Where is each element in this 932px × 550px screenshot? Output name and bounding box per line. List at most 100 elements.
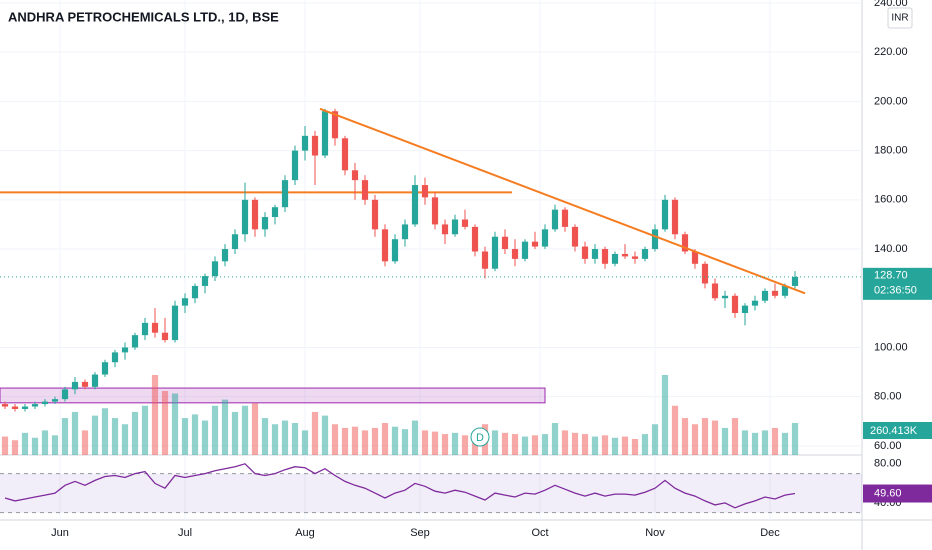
candle-body xyxy=(241,199,249,235)
volume-bar xyxy=(261,418,269,455)
volume-bar xyxy=(561,430,569,455)
y-tick-label: 160.00 xyxy=(874,194,908,206)
volume-bar xyxy=(281,420,289,455)
candle-body xyxy=(581,246,589,259)
candle-body xyxy=(661,199,669,230)
volume-bar xyxy=(771,427,779,455)
volume-bar xyxy=(101,408,109,455)
volume-bar xyxy=(791,422,799,455)
volume-bar xyxy=(11,440,19,455)
candle-body xyxy=(681,234,689,252)
volume-label-box xyxy=(863,422,932,439)
volume-bar xyxy=(581,434,589,455)
volume-bar xyxy=(621,436,629,455)
rsi-band xyxy=(0,473,862,513)
candle-body xyxy=(31,404,39,407)
volume-bar xyxy=(251,403,259,455)
candle-body xyxy=(141,322,149,336)
volume-bar xyxy=(721,427,729,455)
candle-body xyxy=(281,180,289,208)
volume-bar xyxy=(301,430,309,455)
x-tick-label: Nov xyxy=(645,527,665,539)
volume-bar xyxy=(41,430,49,455)
candle-body xyxy=(571,226,579,247)
volume-bar xyxy=(161,391,169,455)
rsi-label: 49.60 xyxy=(874,487,902,499)
volume-bar xyxy=(361,430,369,455)
volume-bar xyxy=(681,418,689,455)
y-tick-label: 80.00 xyxy=(874,391,902,403)
candle-body xyxy=(321,111,329,156)
candle-body xyxy=(711,283,719,299)
candle-body xyxy=(721,295,729,299)
volume-bar xyxy=(191,414,199,455)
volume-bar xyxy=(211,405,219,455)
volume-bar xyxy=(371,427,379,455)
candle-body xyxy=(441,224,449,235)
candle-body xyxy=(91,374,99,387)
candle-body xyxy=(371,199,379,230)
currency-box[interactable] xyxy=(887,7,913,29)
candle-body xyxy=(251,199,259,230)
candle-body xyxy=(631,256,639,259)
candle-body xyxy=(21,406,29,409)
volume-bar xyxy=(591,436,599,455)
volume-bar xyxy=(311,411,319,455)
candle-body xyxy=(461,219,469,227)
candle-body xyxy=(531,241,539,247)
candle-body xyxy=(221,249,229,262)
candle-body xyxy=(171,305,179,341)
volume-bar xyxy=(81,430,89,455)
candle-body xyxy=(391,239,399,262)
volume-bar xyxy=(131,411,139,455)
candle-body xyxy=(41,401,49,405)
currency: INR xyxy=(891,13,908,24)
candle-body xyxy=(61,389,69,400)
volume-bar xyxy=(21,432,29,455)
candle-body xyxy=(421,185,429,198)
candle-body xyxy=(411,185,419,225)
volume-bar xyxy=(151,375,159,455)
candle-body xyxy=(481,251,489,269)
candle-body xyxy=(691,251,699,264)
candle-body xyxy=(111,352,119,363)
volume-bar xyxy=(291,423,299,455)
candle-body xyxy=(81,381,89,387)
chart-title: ANDHRA PETROCHEMICALS LTD., 1D, BSE xyxy=(8,9,279,24)
candle-body xyxy=(791,276,799,286)
candle-body xyxy=(51,399,59,402)
candle-body xyxy=(271,207,279,218)
volume-bar xyxy=(411,420,419,455)
price-label: 128.70 xyxy=(874,270,908,282)
candle-body xyxy=(731,295,739,314)
candle-body xyxy=(431,197,439,225)
volume-bar xyxy=(121,424,129,455)
volume-bar xyxy=(91,415,99,455)
candle-body xyxy=(701,263,709,284)
candle-body xyxy=(741,305,749,314)
candle-body xyxy=(101,362,109,375)
candle-body xyxy=(151,322,159,333)
volume-bar xyxy=(761,430,769,455)
x-tick-label: Dec xyxy=(760,527,780,539)
volume-bar xyxy=(671,405,679,455)
candle-body xyxy=(211,261,219,277)
volume-bar xyxy=(171,393,179,455)
volume-bar xyxy=(651,424,659,455)
y-tick-label: 60.00 xyxy=(874,440,902,452)
y-tick-label: 180.00 xyxy=(874,145,908,157)
candle-body xyxy=(121,347,129,353)
volume-bar xyxy=(451,432,459,455)
volume-bar xyxy=(221,399,229,455)
candle-body xyxy=(231,234,239,250)
candle-body xyxy=(161,332,169,341)
candle-body xyxy=(521,241,529,259)
volume-bar xyxy=(631,439,639,455)
candle-body xyxy=(191,285,199,299)
candle-body xyxy=(551,209,559,230)
candle-body xyxy=(311,135,319,156)
volume-bar xyxy=(241,405,249,455)
event-marker xyxy=(470,427,490,447)
volume-bar xyxy=(1,436,9,455)
